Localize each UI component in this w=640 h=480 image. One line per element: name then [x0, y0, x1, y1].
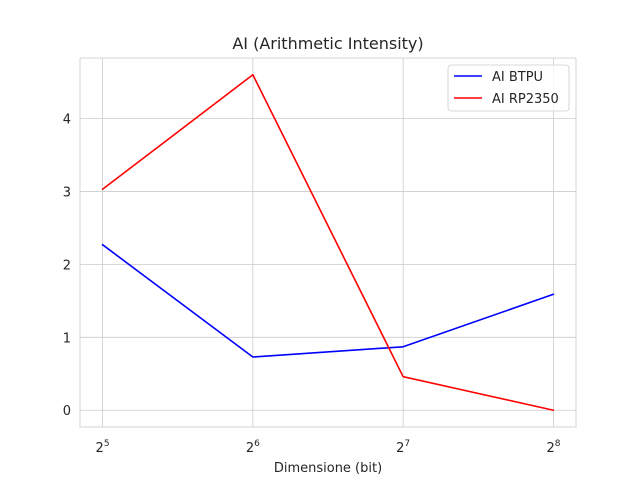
x-tick-base: 2 — [96, 441, 104, 456]
y-tick-label: 4 — [63, 113, 71, 128]
series-line-2 — [101, 73, 555, 412]
x-tick-exponent: 8 — [555, 439, 561, 449]
x-tick-exponent: 7 — [404, 439, 410, 449]
x-tick-base: 2 — [396, 441, 404, 456]
x-tick-base: 2 — [246, 441, 254, 456]
x-tick-label: 27 — [396, 439, 410, 456]
x-tick-label: 25 — [96, 439, 110, 456]
legend-label: AI RP2350 — [492, 92, 559, 107]
plot-area-frame — [79, 57, 577, 428]
x-tick-label: 26 — [246, 439, 260, 456]
series-layer — [101, 73, 555, 412]
y-tick-label: 3 — [63, 185, 71, 200]
grid-lines — [80, 58, 576, 427]
x-tick-exponent: 5 — [104, 439, 110, 449]
x-tick-base: 2 — [546, 441, 554, 456]
x-axis-label: Dimensione (bit) — [274, 461, 382, 476]
y-tick-label: 1 — [63, 331, 71, 346]
legend: AI BTPU AI RP2350 — [447, 64, 570, 112]
y-tick-label: 0 — [63, 404, 71, 419]
chart-title: AI (Arithmetic Intensity) — [232, 34, 423, 53]
legend-label: AI BTPU — [492, 70, 543, 85]
y-tick-label: 2 — [63, 258, 71, 273]
series-line-1 — [101, 243, 555, 358]
x-tick-label: 28 — [546, 439, 560, 456]
x-tick-exponent: 6 — [254, 439, 260, 449]
